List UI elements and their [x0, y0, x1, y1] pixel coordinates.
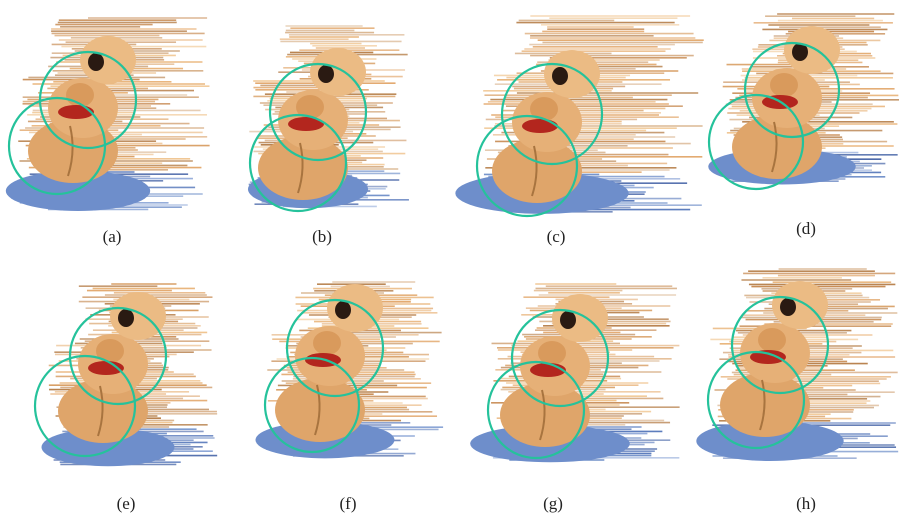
bear-nose — [560, 311, 576, 329]
bear-nose — [780, 298, 796, 316]
bear-nose — [118, 309, 134, 327]
panel-label: (c) — [547, 227, 566, 246]
panel: (e) — [35, 284, 217, 513]
bear-nose — [552, 67, 568, 85]
small-bear-head — [758, 328, 786, 352]
bear-nose — [335, 301, 351, 319]
panel: (c) — [455, 16, 703, 246]
bear-nose — [318, 65, 334, 83]
panel-label: (b) — [312, 227, 332, 246]
red-scarf — [522, 119, 558, 133]
panel: (g) — [470, 284, 679, 513]
panel-label: (a) — [103, 227, 122, 246]
panel: (h) — [696, 269, 898, 513]
panel: (b) — [248, 26, 409, 246]
figure: (a) (b) (c) (d) (e) (f) (g) (h) — [0, 0, 904, 523]
panel-label: (g) — [543, 494, 563, 513]
small-bear-head — [770, 73, 798, 97]
panel: (f) — [255, 282, 443, 513]
small-bear-head — [313, 331, 341, 355]
panel-label: (h) — [796, 494, 816, 513]
panel-label: (d) — [796, 219, 816, 238]
panel-label: (e) — [117, 494, 136, 513]
panel: (d) — [708, 14, 899, 238]
panel: (a) — [6, 18, 210, 246]
bear-nose — [88, 53, 104, 71]
panel-label: (f) — [340, 494, 357, 513]
red-scarf — [58, 105, 94, 119]
